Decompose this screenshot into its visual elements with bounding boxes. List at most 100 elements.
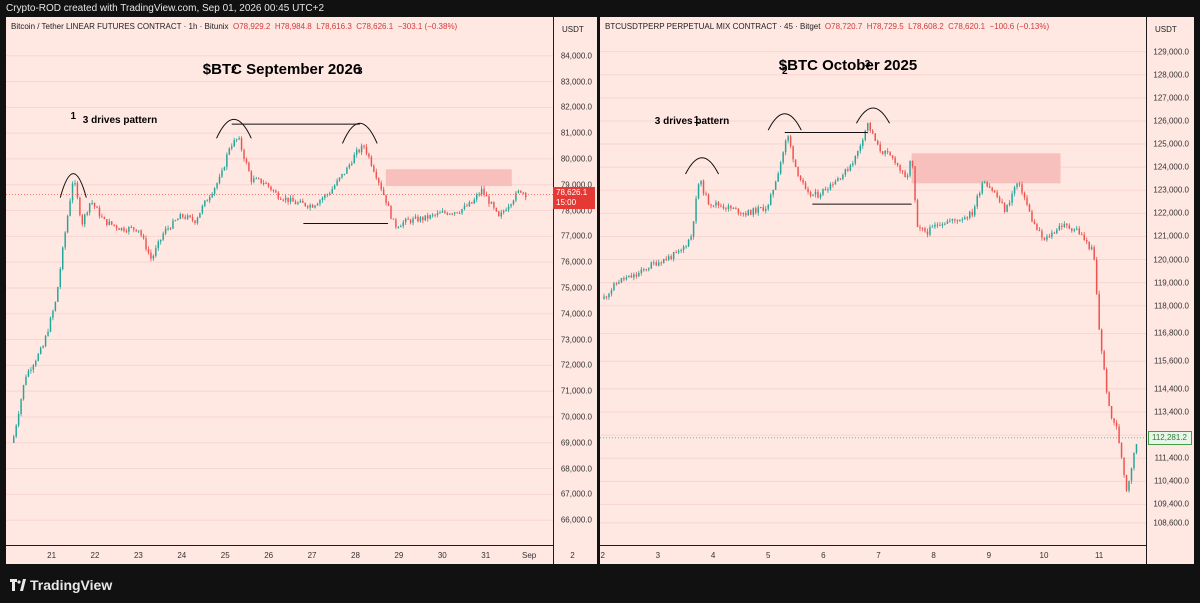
y-tick-label: 126,000.0 [1153, 116, 1189, 126]
chart-panel-september-2026[interactable]: Bitcoin / Tether LINEAR FUTURES CONTRACT… [6, 17, 597, 564]
candle-body [86, 212, 88, 215]
candle-body [500, 212, 502, 217]
candle-body [294, 201, 297, 205]
candle-body [705, 193, 707, 195]
candle-body [248, 162, 250, 172]
supply-zone [911, 153, 1061, 184]
candle-body [456, 212, 458, 214]
candle-body [859, 145, 862, 151]
ohlc-open: O78,720.7 [824, 22, 863, 31]
candles [603, 121, 1138, 493]
candle-body [228, 148, 231, 155]
candle-body [782, 152, 784, 163]
y-tick-label: 67,000.0 [560, 489, 592, 499]
candle-body [493, 202, 495, 208]
candle-body [522, 192, 525, 194]
candle-body [196, 217, 199, 224]
currency-unit: USDT [562, 25, 584, 34]
candle-body [159, 239, 162, 242]
candle-body [692, 221, 695, 237]
candle-body [993, 190, 996, 193]
candle-body [338, 177, 341, 181]
candle-body [710, 204, 712, 206]
candle-body [906, 175, 909, 178]
candle-body [911, 160, 914, 167]
candle-body [862, 139, 864, 146]
candle-body [468, 202, 471, 207]
candle-body [184, 216, 186, 219]
candle-body [956, 220, 959, 222]
candle-body [32, 365, 35, 370]
candle-body [167, 228, 169, 230]
candle-body [115, 225, 118, 229]
candle-body [645, 269, 648, 271]
candle-body [889, 152, 891, 156]
candle-body [13, 436, 15, 443]
candle-body [375, 171, 378, 179]
candle-body [988, 186, 991, 188]
chart-panel-october-2025[interactable]: BTCUSDTPERP PERPETUAL MIX CONTRACT · 45 … [600, 17, 1194, 564]
candle-body [458, 212, 461, 214]
price-axis[interactable]: USDT 108,600.0 109,400.0 110,400.0 111,400.… [1146, 17, 1194, 564]
candle-body [1063, 223, 1066, 227]
candle-body [1120, 443, 1123, 458]
candle-body [1021, 184, 1023, 193]
candle-body [25, 376, 27, 385]
candle-body [690, 236, 692, 240]
candle-body [314, 205, 316, 208]
drive-label-1: 1 [693, 114, 700, 126]
candle-body [355, 149, 358, 155]
candle-body [370, 156, 373, 166]
candle-body [103, 217, 106, 220]
candle-body [901, 170, 904, 172]
candle-body [869, 122, 871, 131]
price-plot[interactable] [6, 17, 553, 546]
candle-body [665, 258, 667, 260]
candle-body [978, 193, 981, 196]
candle-body [1053, 232, 1056, 234]
candle-body [255, 178, 257, 180]
candle-body [475, 194, 478, 200]
candle-body [336, 180, 338, 186]
time-axis[interactable]: 21 22 23 24 25 26 27 28 29 30 31 Sep 2 [6, 545, 575, 564]
candle-body [732, 208, 735, 210]
candle-body [1071, 228, 1073, 231]
candle-body [894, 157, 896, 164]
candle-body [118, 228, 120, 231]
candle-body [76, 183, 79, 198]
ohlc-close: C78,620.1 [948, 22, 986, 31]
candle-body [302, 200, 304, 203]
candle-body [834, 181, 837, 185]
time-axis[interactable]: 2 3 4 5 6 7 8 9 10 11 [600, 545, 1146, 564]
candle-body [884, 150, 886, 154]
ohlc-low: L78,608.2 [908, 22, 944, 31]
candle-body [891, 155, 894, 158]
candles [13, 136, 527, 444]
price-plot[interactable] [600, 17, 1146, 546]
candle-body [346, 167, 348, 174]
candle-body [35, 360, 37, 366]
candle-body [461, 209, 463, 214]
tradingview-logo-icon [10, 579, 26, 591]
candle-body [777, 173, 779, 182]
candle-body [235, 139, 238, 141]
candle-body [280, 198, 282, 200]
ohlc-change: −100.6 (−0.13%) [989, 22, 1050, 31]
drive-label-2: 2 [231, 64, 237, 76]
candle-body [722, 206, 725, 209]
drive-arch [59, 173, 87, 198]
candle-body [946, 221, 949, 224]
candle-body [1125, 475, 1128, 491]
candle-body [623, 277, 625, 280]
candle-body [113, 224, 115, 226]
candle-body [96, 206, 98, 208]
candle-body [321, 197, 324, 201]
candle-body [842, 174, 844, 180]
candle-body [253, 178, 255, 182]
price-axis[interactable]: USDT 66,000.0 67,000.0 68,000.0 69,000.0 70,… [553, 17, 597, 564]
candle-body [762, 207, 764, 211]
candle-body [1026, 197, 1028, 205]
tradingview-brand[interactable]: TradingView [10, 577, 112, 593]
candle-body [142, 235, 145, 239]
currency-unit: USDT [1155, 25, 1177, 34]
